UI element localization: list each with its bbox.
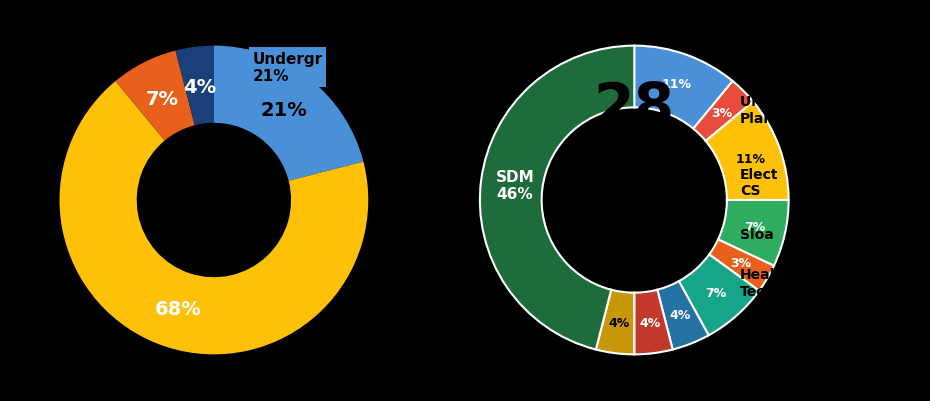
Text: Elect
CS: Elect CS bbox=[740, 167, 778, 198]
Wedge shape bbox=[214, 47, 364, 181]
Text: 3%: 3% bbox=[730, 257, 751, 270]
Wedge shape bbox=[706, 102, 789, 200]
Wedge shape bbox=[596, 290, 634, 354]
Wedge shape bbox=[658, 282, 709, 350]
Wedge shape bbox=[60, 82, 368, 354]
Text: Material  S: Material S bbox=[740, 320, 825, 334]
Text: Urban  Stu
Planning: Urban Stu Planning bbox=[740, 95, 823, 126]
Text: 7%: 7% bbox=[705, 286, 726, 300]
Wedge shape bbox=[718, 200, 789, 266]
Text: Aeronautics  & Astr: Aeronautics & Astr bbox=[740, 33, 893, 47]
Text: Sloa: Sloa bbox=[740, 228, 774, 241]
Wedge shape bbox=[634, 290, 672, 354]
Text: 7%: 7% bbox=[744, 221, 765, 234]
Wedge shape bbox=[710, 240, 774, 291]
Text: 4%: 4% bbox=[183, 78, 216, 97]
Text: 4%: 4% bbox=[608, 316, 630, 329]
Wedge shape bbox=[115, 51, 194, 141]
Wedge shape bbox=[176, 47, 214, 126]
Wedge shape bbox=[679, 255, 759, 336]
Wedge shape bbox=[480, 47, 634, 350]
Text: 11%: 11% bbox=[661, 78, 691, 91]
Text: Healt
Tech: Healt Tech bbox=[740, 267, 782, 298]
Text: IDM
Mechanical  Eng.: IDM Mechanical Eng. bbox=[740, 364, 871, 394]
Text: 4%: 4% bbox=[669, 308, 690, 322]
Wedge shape bbox=[693, 82, 753, 142]
Text: SDM
46%: SDM 46% bbox=[496, 169, 534, 202]
Text: Undergr
21%: Undergr 21% bbox=[252, 52, 323, 84]
Text: 3%: 3% bbox=[711, 107, 732, 120]
Text: 28: 28 bbox=[593, 80, 675, 136]
Text: participants: participants bbox=[589, 139, 680, 154]
Text: 7%: 7% bbox=[145, 89, 179, 108]
Text: 4%: 4% bbox=[639, 316, 660, 329]
Text: 11%: 11% bbox=[736, 152, 765, 165]
Text: 21%: 21% bbox=[260, 101, 307, 120]
Wedge shape bbox=[634, 47, 733, 129]
Text: 68%: 68% bbox=[155, 300, 202, 318]
